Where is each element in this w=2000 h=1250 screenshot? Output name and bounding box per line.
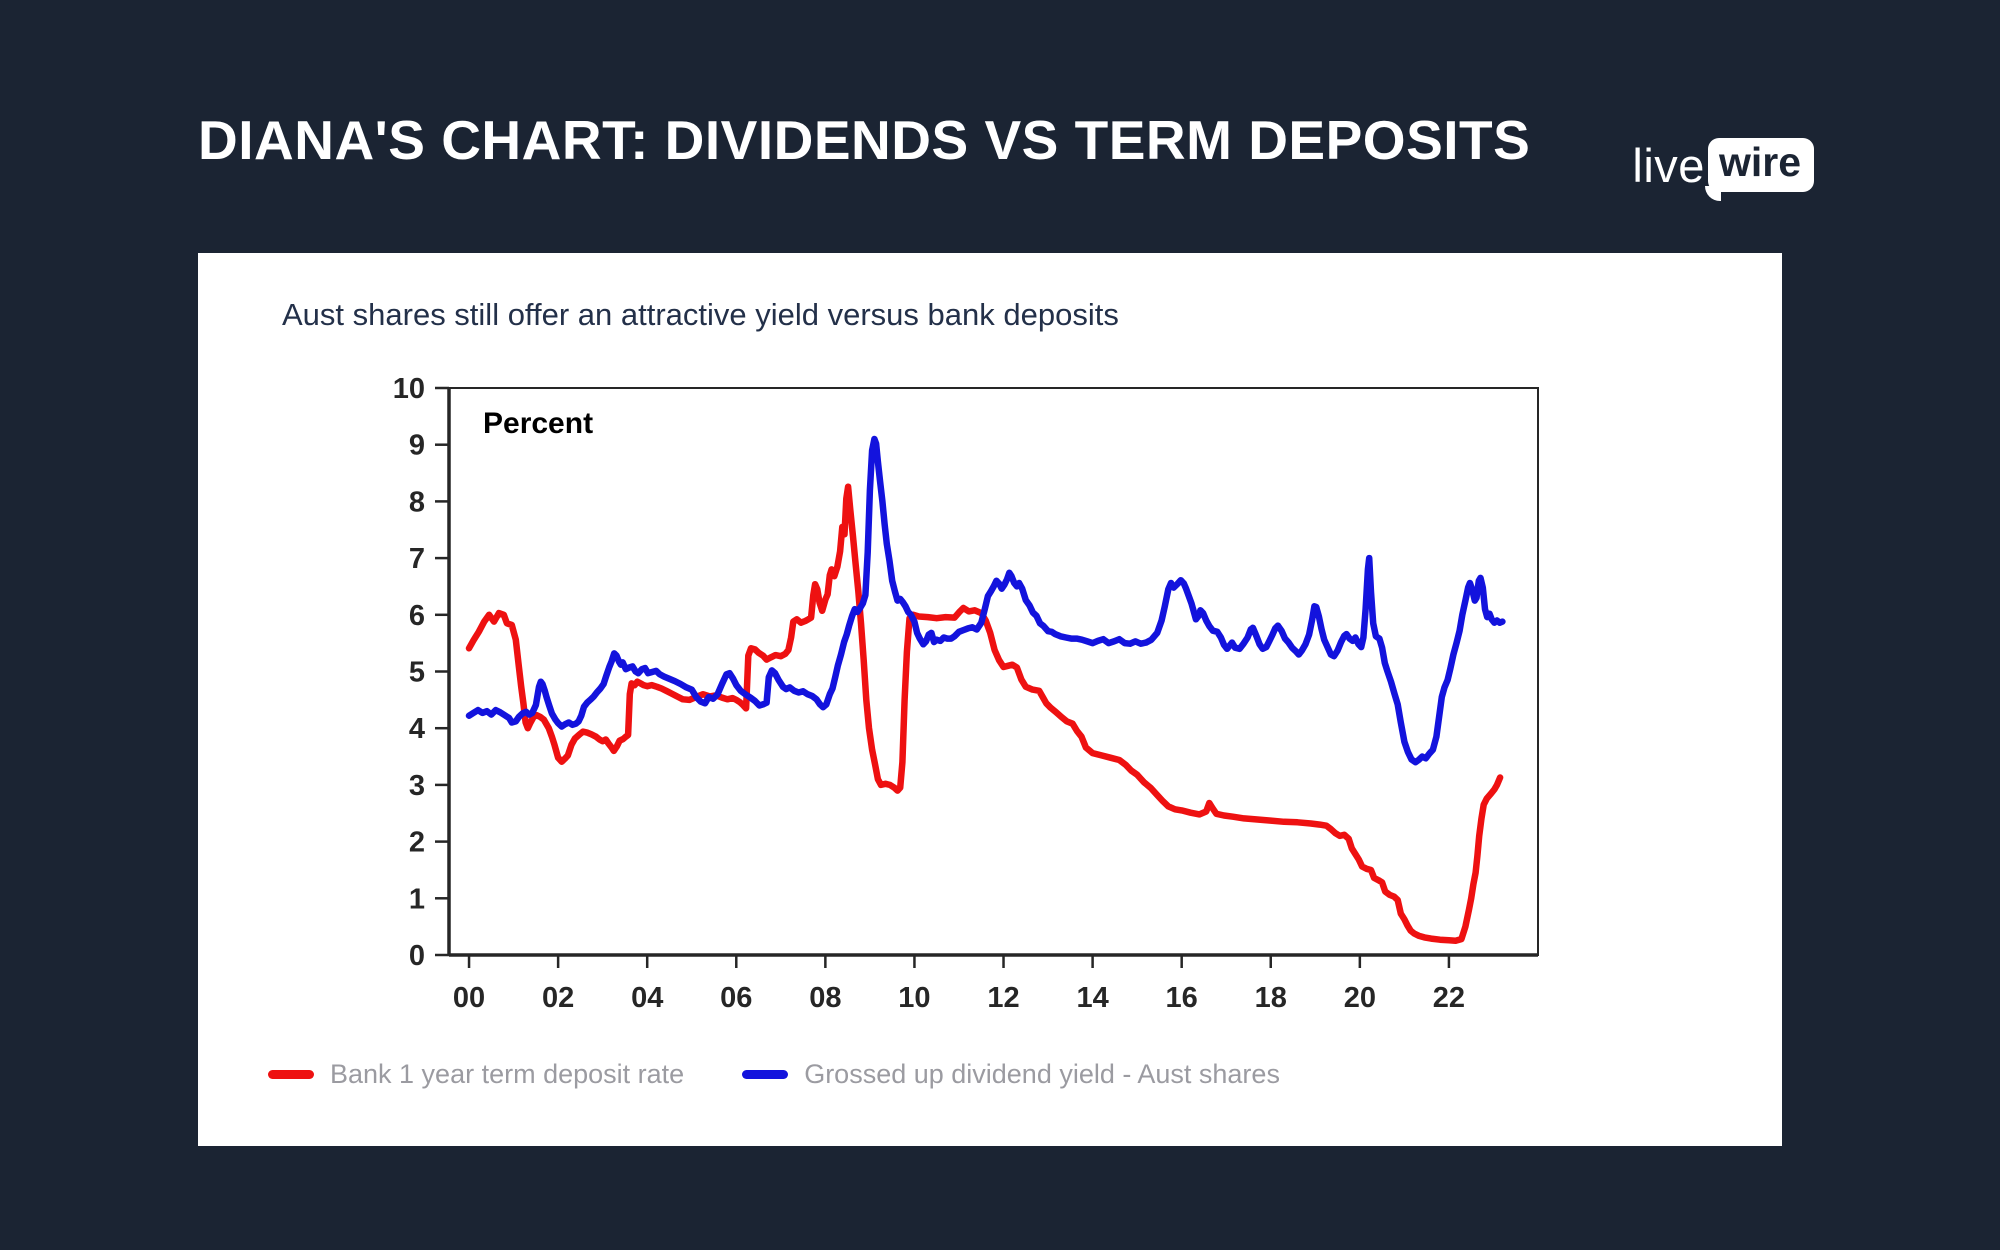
y-axis-tick-label: 10: [393, 373, 425, 405]
deposit-rate-line: [465, 483, 1504, 945]
x-axis-tick-label: 04: [631, 982, 663, 1014]
chart-legend: Bank 1 year term deposit rate Grossed up…: [268, 1059, 1280, 1090]
x-axis-tick-label: 12: [987, 982, 1019, 1014]
y-axis-tick-label: 5: [409, 657, 425, 689]
y-axis-tick-label: 3: [409, 770, 425, 802]
legend-item-dividend-yield: Grossed up dividend yield - Aust shares: [742, 1059, 1280, 1090]
x-axis-tick-label: 06: [720, 982, 752, 1014]
legend-label-deposit-rate: Bank 1 year term deposit rate: [330, 1059, 685, 1089]
x-axis-tick-label: 14: [1076, 982, 1108, 1014]
legend-swatch-dividend-yield: [742, 1070, 789, 1079]
y-axis-tick-label: 8: [409, 486, 425, 518]
plot-frame: [448, 387, 1539, 956]
page-title: DIANA'S CHART: DIVIDENDS VS TERM DEPOSIT…: [198, 109, 1531, 171]
livewire-logo: live wire: [1632, 138, 1814, 201]
y-axis-tick-label: 7: [409, 543, 425, 575]
x-axis-tick-label: 20: [1344, 982, 1376, 1014]
x-axis-tick-label: 08: [809, 982, 841, 1014]
legend-item-deposit-rate: Bank 1 year term deposit rate: [268, 1059, 684, 1090]
y-axis-tick-label: 6: [409, 600, 425, 632]
x-axis-tick-label: 00: [453, 982, 485, 1014]
y-axis-tick-label: 4: [409, 713, 425, 745]
x-axis-tick-label: 16: [1166, 982, 1198, 1014]
y-axis-tick-label: 9: [409, 430, 425, 462]
dividend-yield-line: [465, 435, 1506, 766]
x-axis-tick-label: 22: [1433, 982, 1465, 1014]
chart-card: Aust shares still offer an attractive yi…: [198, 253, 1782, 1146]
y-axis-tick-label: 1: [409, 883, 425, 915]
x-axis-tick-label: 18: [1255, 982, 1287, 1014]
percent-axis-label: Percent: [483, 407, 593, 440]
x-axis-tick-label: 02: [542, 982, 574, 1014]
chart-subtitle: Aust shares still offer an attractive yi…: [282, 297, 1119, 332]
legend-label-dividend-yield: Grossed up dividend yield - Aust shares: [804, 1059, 1280, 1089]
x-axis-tick-label: 10: [898, 982, 930, 1014]
legend-swatch-deposit-rate: [268, 1070, 314, 1079]
y-axis-tick-label: 2: [409, 827, 425, 859]
logo-wire-badge: wire: [1704, 138, 1814, 201]
y-axis-tick-label: 0: [409, 940, 425, 972]
logo-live-text: live: [1632, 138, 1705, 192]
